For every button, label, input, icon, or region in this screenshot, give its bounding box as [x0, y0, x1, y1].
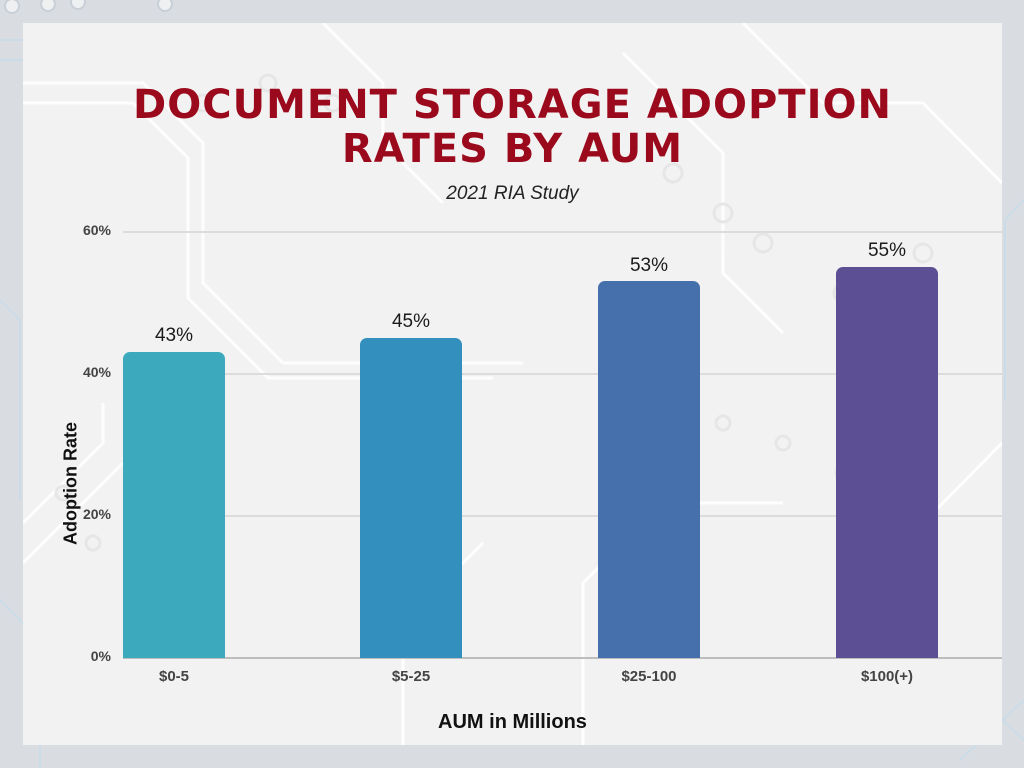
y-tick-label: 0%	[90, 648, 111, 664]
chart-panel: DOCUMENT STORAGE ADOPTION RATES BY AUM 2…	[23, 23, 1002, 745]
chart-title-line-2: RATES BY AUM	[341, 126, 684, 172]
gridline-20	[123, 515, 1002, 517]
gridline-40	[123, 373, 1002, 375]
x-axis-label: AUM in Millions	[438, 711, 587, 733]
bar-25-100	[598, 281, 700, 658]
chart-subtitle: 2021 RIA Study	[446, 183, 579, 204]
x-tick-label: $0-5	[158, 668, 190, 685]
bar-value-label: 43%	[154, 325, 194, 346]
bar-5-25	[360, 338, 462, 658]
chart-title: DOCUMENT STORAGE ADOPTION RATES BY AUM	[23, 83, 1002, 171]
y-tick-label: 60%	[82, 222, 111, 238]
chart-title-line-1: DOCUMENT STORAGE ADOPTION	[133, 82, 892, 128]
gridline-60	[123, 231, 1002, 233]
x-tick-label: $100(+)	[860, 668, 914, 685]
bar-100-plus	[836, 267, 938, 658]
bar-0-5	[123, 352, 225, 658]
bar-value-label: 55%	[867, 240, 907, 261]
y-axis-label: Adoption Rate	[60, 422, 81, 545]
x-tick-label: $5-25	[391, 668, 431, 685]
bar-value-label: 45%	[391, 311, 431, 332]
x-tick-label: $25-100	[621, 668, 677, 685]
x-axis-baseline	[123, 657, 1002, 659]
y-tick-label: 20%	[82, 506, 111, 522]
y-tick-label: 40%	[82, 364, 111, 380]
bar-value-label: 53%	[629, 255, 669, 276]
